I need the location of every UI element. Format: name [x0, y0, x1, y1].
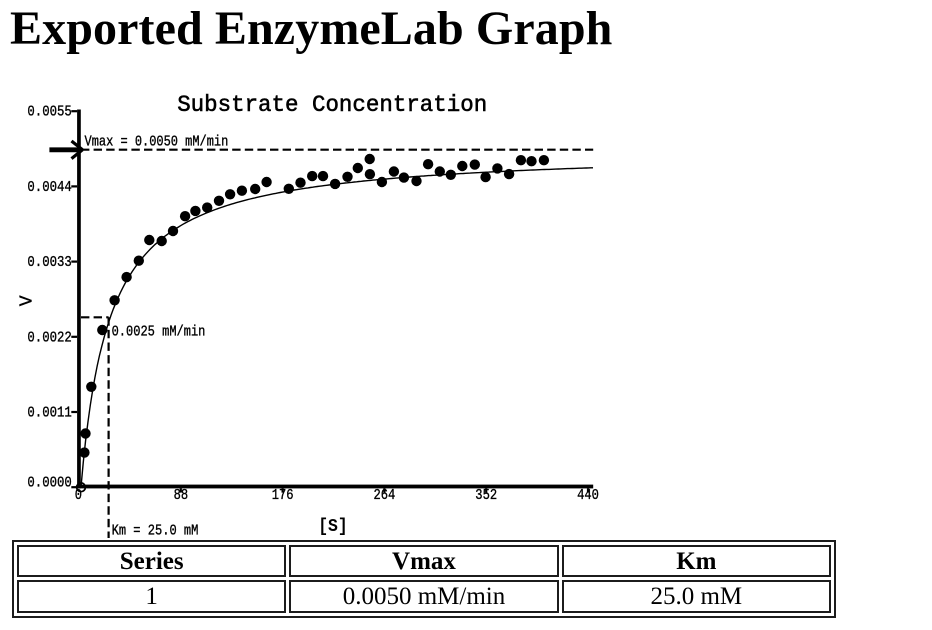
svg-text:88: 88 — [174, 488, 189, 504]
svg-text:V: V — [18, 295, 38, 306]
svg-text:0.0044: 0.0044 — [27, 180, 71, 196]
svg-text:0.0025 mM/min: 0.0025 mM/min — [112, 324, 206, 340]
svg-text:[S]: [S] — [318, 517, 348, 537]
svg-text:Vmax = 0.0050 mM/min: Vmax = 0.0050 mM/min — [85, 134, 229, 150]
svg-text:0: 0 — [75, 488, 82, 504]
svg-text:0.0011: 0.0011 — [27, 406, 71, 422]
svg-text:0.0055: 0.0055 — [27, 105, 71, 121]
svg-text:264: 264 — [374, 488, 396, 504]
svg-text:440: 440 — [577, 488, 599, 504]
svg-text:176: 176 — [272, 488, 294, 504]
svg-text:Substrate Concentration: Substrate Concentration — [177, 92, 487, 119]
svg-text:0.0033: 0.0033 — [27, 255, 71, 271]
svg-text:0.0022: 0.0022 — [27, 330, 71, 346]
svg-text:352: 352 — [475, 488, 497, 504]
svg-text:0.0000: 0.0000 — [27, 475, 71, 491]
svg-text:Km = 25.0 mM: Km = 25.0 mM — [112, 524, 199, 540]
